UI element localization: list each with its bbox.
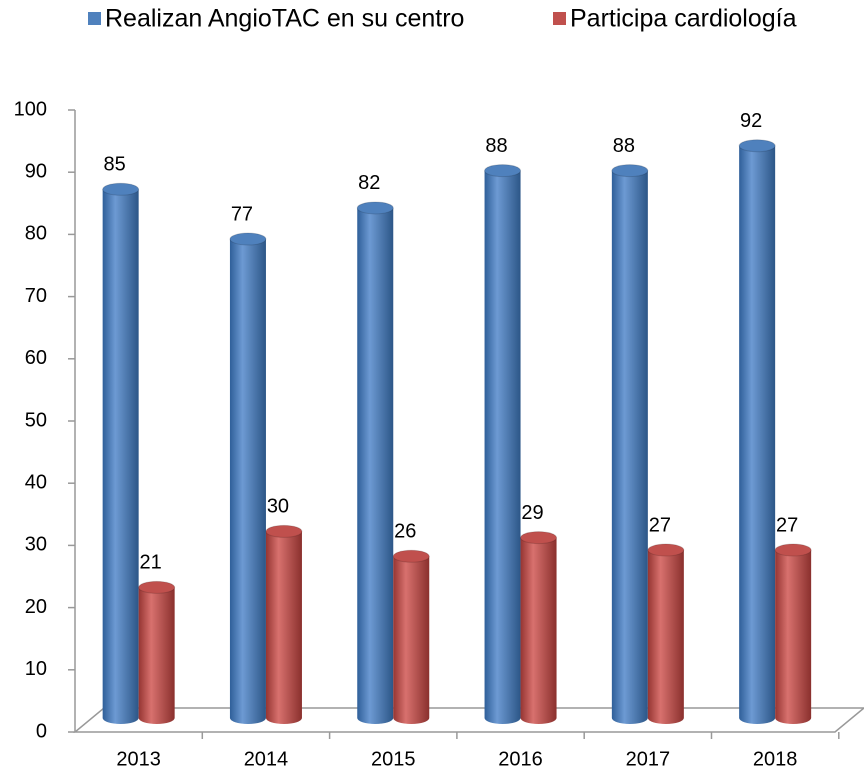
x-tick-label: 2017 (626, 748, 671, 770)
cylinder (356, 201, 394, 724)
bar-top (265, 524, 303, 538)
data-label: 82 (358, 172, 380, 194)
bar (138, 587, 175, 724)
bar-top (229, 232, 267, 246)
y-tick-label: 10 (25, 658, 47, 680)
bar (484, 170, 521, 724)
bar-top (738, 139, 776, 153)
cylinder (520, 531, 558, 724)
bar-top (484, 164, 522, 178)
data-label: 92 (740, 110, 762, 132)
bar (739, 145, 776, 724)
legend-swatch (88, 12, 101, 25)
bar-top (138, 580, 176, 594)
cylinder (138, 580, 176, 724)
floor (72, 707, 864, 733)
y-tick-label: 0 (36, 720, 47, 742)
data-label: 30 (267, 496, 289, 518)
legend-swatch (553, 12, 566, 25)
x-tick-label: 2018 (753, 748, 798, 770)
bar (102, 189, 139, 724)
cylinder (392, 549, 430, 724)
data-label: 88 (613, 135, 635, 157)
cylinder (611, 164, 649, 724)
bar (611, 170, 648, 724)
y-tick-label: 100 (14, 98, 47, 120)
y-tick-label: 30 (25, 534, 47, 556)
data-label: 85 (104, 154, 126, 176)
y-tick-label: 90 (25, 160, 47, 182)
bar (647, 550, 684, 724)
cylinder (265, 524, 303, 724)
y-tick-label: 80 (25, 223, 47, 245)
x-tick-label: 2015 (371, 748, 416, 770)
x-tick-label: 2016 (498, 748, 543, 770)
data-label: 27 (649, 514, 671, 536)
legend-text: Participa cardiología (570, 5, 797, 33)
bar (393, 556, 430, 724)
bar (265, 531, 302, 724)
cylinder (484, 164, 522, 724)
y-tick-label: 40 (25, 471, 47, 493)
bar (520, 537, 557, 724)
data-label: 88 (485, 135, 507, 157)
bar-top (102, 182, 140, 196)
data-label: 26 (394, 521, 416, 543)
data-label: 77 (231, 203, 253, 225)
cylinder (102, 182, 140, 724)
y-tick-label: 20 (25, 596, 47, 618)
data-label: 21 (140, 552, 162, 574)
bar-top (647, 543, 685, 557)
bar (229, 239, 266, 724)
bar (357, 207, 394, 724)
x-tick-label: 2013 (116, 748, 161, 770)
bar-top (356, 201, 394, 215)
bar-top (611, 164, 649, 178)
bar (775, 550, 812, 724)
legend-text: Realizan AngioTAC en su centro (105, 5, 464, 33)
cylinder (647, 543, 685, 724)
y-tick-label: 70 (25, 285, 47, 307)
cylinder (229, 232, 267, 724)
bar-top (392, 549, 430, 563)
data-label: 29 (521, 502, 543, 524)
cylinder (738, 139, 776, 724)
bar-top (774, 543, 812, 557)
cylinder (774, 543, 812, 724)
y-tick-label: 60 (25, 347, 47, 369)
y-tick-label: 50 (25, 409, 47, 431)
bar-top (520, 531, 558, 545)
data-label: 27 (776, 514, 798, 536)
x-tick-label: 2014 (244, 748, 289, 770)
